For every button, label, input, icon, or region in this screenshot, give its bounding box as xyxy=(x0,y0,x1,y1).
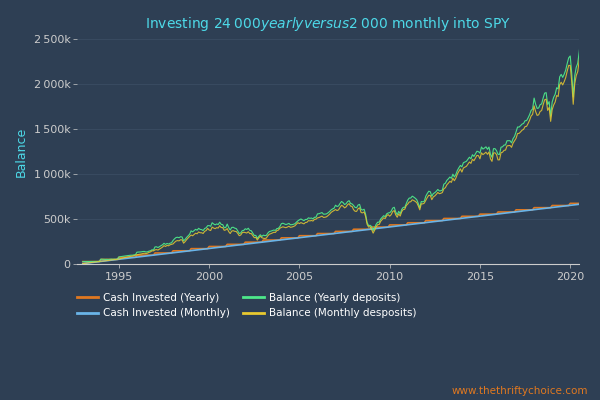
Text: www.thethriftychoice.com: www.thethriftychoice.com xyxy=(452,386,588,396)
Legend: Cash Invested (Yearly), Cash Invested (Monthly), Balance (Yearly deposits), Bala: Cash Invested (Yearly), Cash Invested (M… xyxy=(77,293,416,318)
Title: Investing $24 000 yearly versus $2 000 monthly into SPY: Investing $24 000 yearly versus $2 000 m… xyxy=(145,15,511,33)
Y-axis label: Balance: Balance xyxy=(15,126,28,176)
